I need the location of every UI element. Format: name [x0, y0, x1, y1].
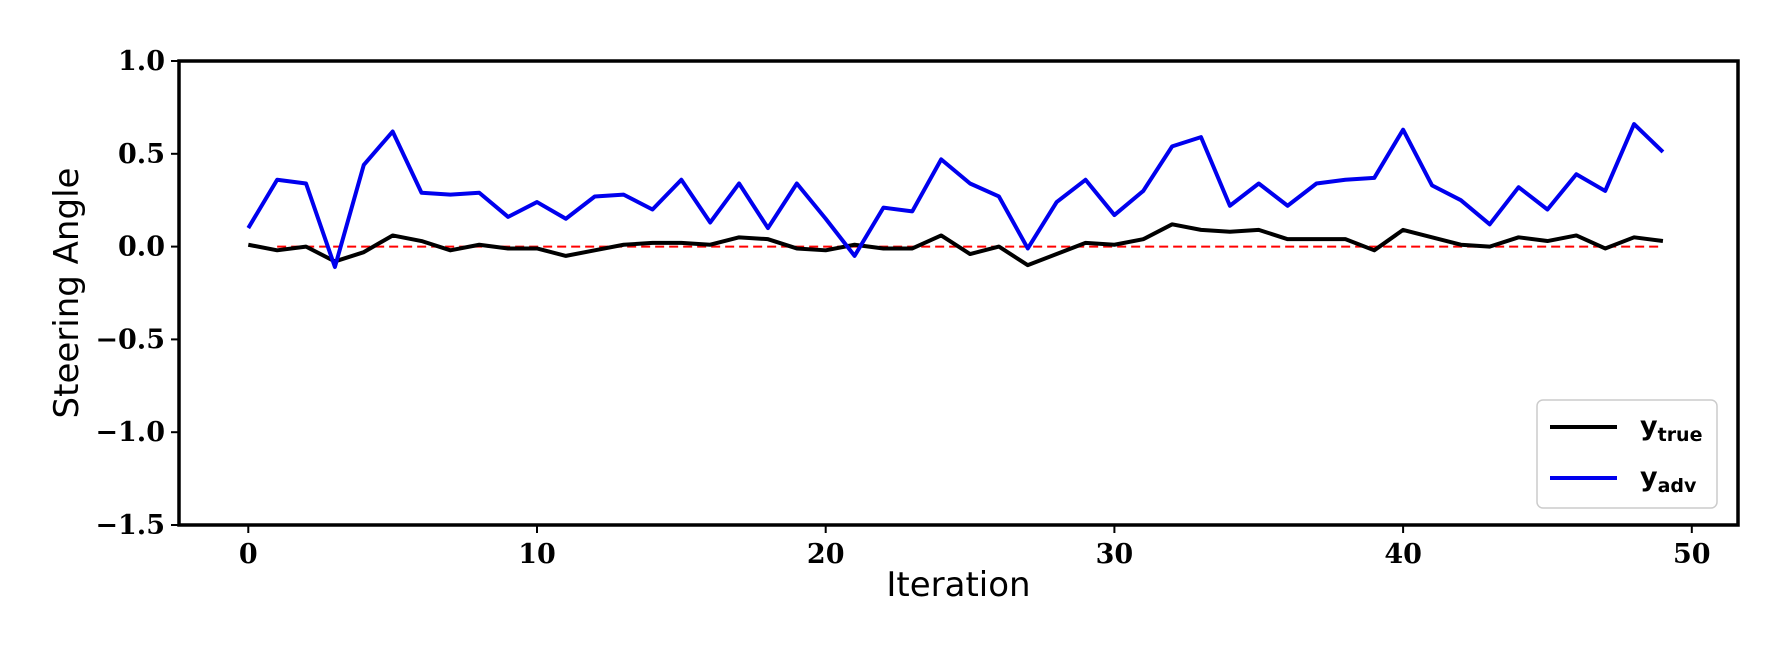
y-tick-label: −1.0: [95, 417, 165, 448]
series-layer: [246, 122, 1665, 270]
legend-label: yadv: [1640, 462, 1697, 497]
x-tick-label: 30: [1096, 539, 1134, 570]
x-tick-label: 10: [518, 539, 556, 570]
y-axis-title: Steering Angle: [47, 168, 87, 419]
x-tick-label: 40: [1384, 539, 1422, 570]
x-axis-title: Iteration: [886, 565, 1030, 605]
y-tick-label: −0.5: [95, 324, 165, 355]
legend-label: ytrue: [1640, 411, 1702, 446]
series-line-y-true: [247, 222, 1664, 268]
y-tick-label: 1.0: [118, 46, 165, 77]
y-tick-label: 0.5: [118, 139, 165, 170]
y-tick-label: −1.5: [95, 510, 165, 541]
plot-frame: [177, 59, 1740, 527]
series-line-y-adv: [246, 122, 1665, 270]
y-tick-label: 0.0: [118, 232, 165, 263]
legend: ytrue yadv: [1536, 399, 1718, 509]
x-tick-label: 0: [239, 539, 258, 570]
x-tick-label: 20: [807, 539, 845, 570]
y-axis: 1.0 0.5 0.0 −0.5 −1.0 −1.5: [95, 46, 179, 541]
x-tick-label: 50: [1673, 539, 1711, 570]
x-axis: 0 10 20 30 40 50: [239, 525, 1711, 570]
